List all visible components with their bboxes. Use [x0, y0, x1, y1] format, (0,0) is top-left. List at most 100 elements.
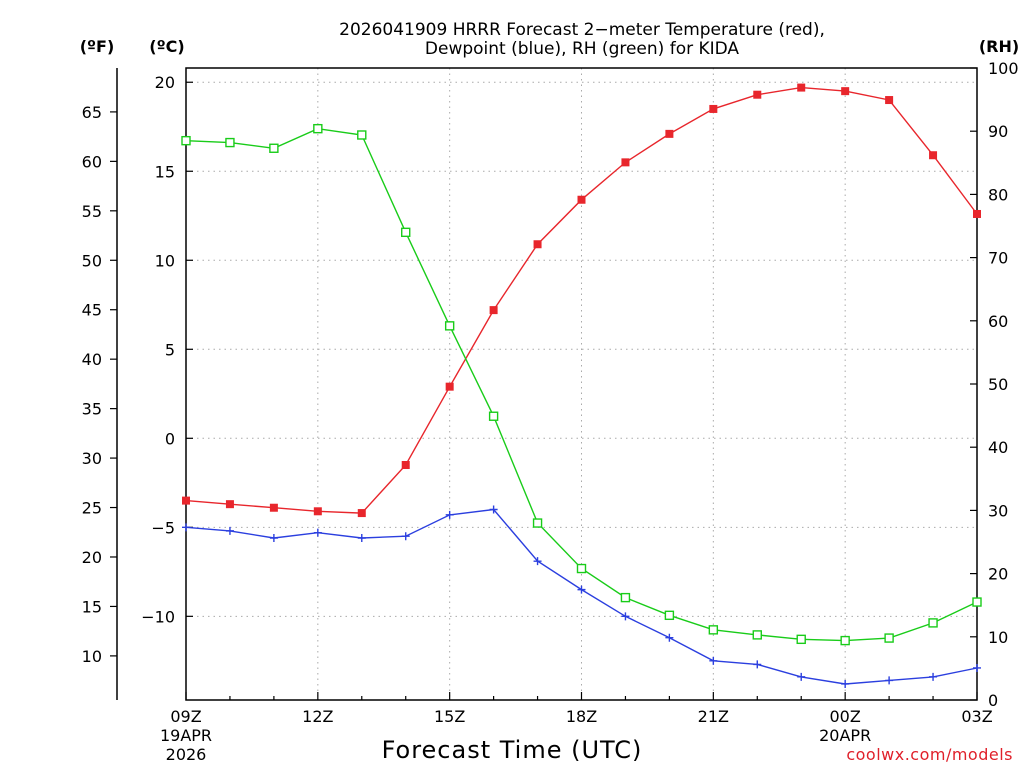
dewpoint-point — [445, 510, 454, 519]
rh-point — [576, 563, 587, 574]
rh-point — [444, 321, 455, 331]
temperature-point — [445, 382, 454, 391]
dewpoint-point — [621, 612, 630, 621]
dewpoint-series — [182, 505, 981, 688]
time-tick-date: 19APR — [160, 726, 212, 745]
rh-series — [181, 123, 982, 646]
temperature-point — [225, 500, 234, 509]
dewpoint-point — [182, 523, 190, 532]
temperature-point — [182, 496, 190, 505]
rh-tick-label: 10 — [988, 628, 1008, 647]
rh-point — [620, 592, 631, 603]
dewpoint-point — [401, 532, 410, 541]
rh-point — [664, 610, 675, 621]
temperature-point — [269, 503, 278, 512]
rh-point — [357, 130, 367, 140]
temperature-point — [533, 240, 542, 249]
temperature-point — [885, 96, 894, 105]
celsius-tick-label: −5 — [151, 518, 175, 537]
credit-text: coolwx.com/models — [846, 745, 1013, 764]
celsius-tick-label: 15 — [155, 162, 175, 181]
time-tick-label: 03Z — [961, 707, 992, 726]
rh-point — [972, 597, 982, 607]
time-tick-label: 18Z — [566, 707, 597, 726]
time-tick-label: 21Z — [698, 707, 729, 726]
dewpoint-point — [533, 557, 542, 566]
dewpoint-point — [797, 672, 806, 681]
dewpoint-point — [225, 526, 234, 535]
temperature-point — [577, 195, 586, 204]
time-tick-label: 00Z — [830, 707, 861, 726]
chart-title-line2: Dewpoint (blue), RH (green) for KIDA — [425, 39, 740, 59]
time-tick-date: 20APR — [819, 726, 871, 745]
rh-point — [708, 625, 719, 635]
temperature-point — [357, 509, 366, 518]
fahrenheit-tick-label: 35 — [82, 400, 102, 419]
fahrenheit-tick-label: 40 — [82, 350, 102, 369]
dewpoint-point — [753, 660, 762, 669]
time-tick-label: 15Z — [434, 707, 465, 726]
rh-point — [532, 518, 543, 528]
celsius-tick-label: −10 — [141, 607, 175, 626]
temperature-point — [973, 209, 981, 218]
temperature-point — [665, 129, 674, 138]
celsius-tick-label: 5 — [165, 340, 175, 359]
temperature-point — [489, 306, 498, 315]
fahrenheit-tick-label: 25 — [82, 499, 102, 518]
dewpoint-point — [357, 533, 366, 542]
temperature-point — [929, 151, 938, 160]
rh-tick-label: 60 — [988, 312, 1008, 331]
rh-point — [181, 135, 191, 146]
unit-celsius-label: (ºC) — [149, 37, 184, 56]
rh-tick-label: 40 — [988, 438, 1008, 457]
dewpoint-point — [841, 679, 850, 688]
rh-tick-label: 80 — [988, 185, 1008, 204]
rh-point — [752, 630, 762, 640]
rh-point — [928, 618, 938, 628]
temperature-point — [313, 507, 322, 516]
rh-point — [269, 143, 279, 153]
fahrenheit-tick-label: 30 — [82, 449, 102, 468]
rh-tick-label: 30 — [988, 501, 1008, 520]
rh-tick-label: 100 — [988, 59, 1019, 78]
rh-tick-label: 20 — [988, 565, 1008, 584]
fahrenheit-axis: 65 60 55 50 45 40 35 30 25 20 15 10 — [82, 103, 117, 666]
temperature-point — [841, 87, 850, 96]
x-axis-title: Forecast Time (UTC) — [382, 736, 643, 764]
celsius-tick-label: 10 — [155, 251, 175, 270]
chart-title-line1: 2026041909 HRRR Forecast 2−meter Tempera… — [339, 20, 825, 40]
rh-point — [796, 634, 806, 645]
dewpoint-point — [269, 533, 278, 542]
unit-rh-label: (RH) — [979, 37, 1019, 56]
fahrenheit-tick-label: 45 — [82, 301, 102, 320]
dewpoint-point — [489, 505, 498, 514]
fahrenheit-tick-label: 60 — [82, 152, 102, 171]
dewpoint-point — [929, 672, 938, 681]
rh-point — [488, 411, 499, 421]
dewpoint-point — [665, 633, 674, 642]
rh-tick-label: 70 — [988, 249, 1008, 268]
grid-lines — [186, 68, 977, 700]
dewpoint-point — [973, 663, 981, 672]
series-layer — [181, 83, 982, 688]
temperature-point — [621, 158, 630, 167]
time-tick-label: 12Z — [302, 707, 333, 726]
celsius-tick-label: 0 — [165, 429, 175, 448]
rh-point — [313, 123, 323, 134]
unit-fahrenheit-label: (ºF) — [80, 37, 115, 56]
fahrenheit-tick-label: 10 — [82, 647, 102, 666]
rh-point — [884, 633, 894, 643]
temperature-series — [182, 83, 981, 518]
dewpoint-point — [577, 585, 586, 594]
celsius-axis: 20 15 10 5 0 −5 −10 — [141, 73, 193, 626]
temperature-point — [401, 461, 410, 470]
temperature-point — [709, 104, 718, 113]
rh-point — [225, 137, 235, 148]
rh-tick-label: 90 — [988, 122, 1008, 141]
temperature-point — [753, 90, 762, 99]
fahrenheit-tick-label: 20 — [82, 548, 102, 567]
rh-tick-label: 0 — [988, 691, 998, 710]
fahrenheit-tick-label: 15 — [82, 597, 102, 616]
